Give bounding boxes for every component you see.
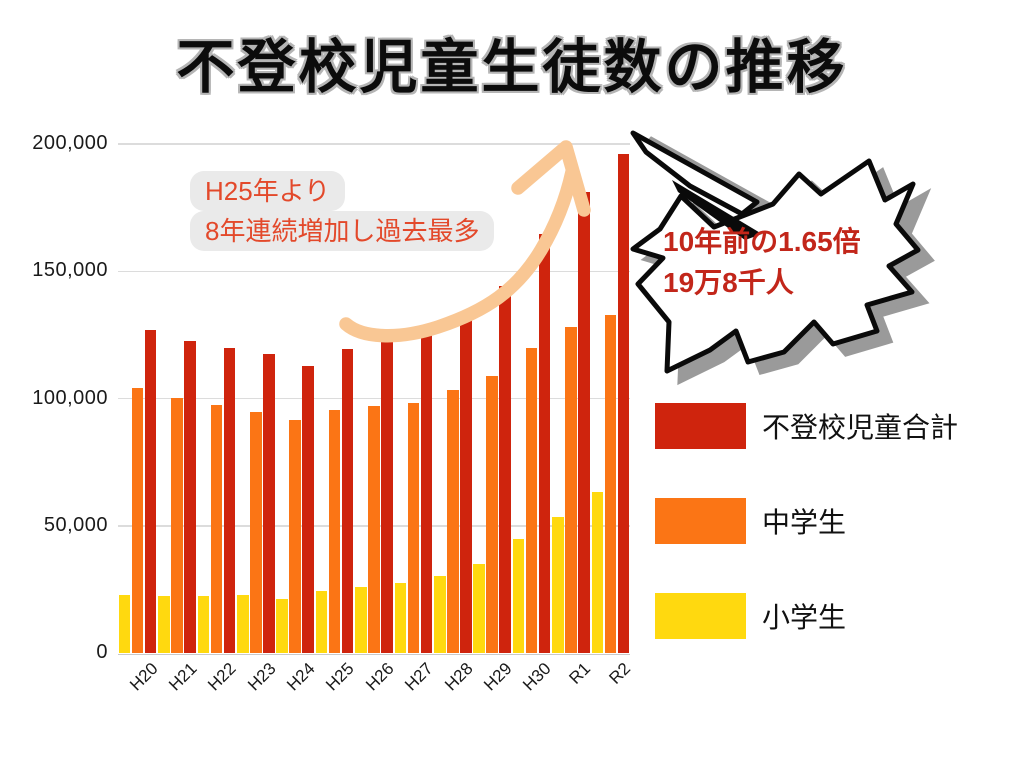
bar-total-R2 [617,153,630,653]
bar-total-H20 [144,330,157,653]
page-title: 不登校児童生徒数の推移 [176,35,848,100]
x-tick-label-R1: R1 [565,659,595,688]
bar-group-H23 [236,144,275,653]
x-tick-label-H21: H21 [165,659,201,695]
legend-label: 小学生 [762,602,847,633]
x-tick-label-H27: H27 [401,659,437,695]
bar-elementary-R1 [552,517,564,653]
x-axis-line [118,653,630,655]
bar-elementary-H25 [315,591,328,653]
burst-slash-shadow [648,136,778,222]
x-tick-label-H30: H30 [519,659,555,695]
bar-group-H20 [118,144,157,653]
bar-junior-high-H23 [250,411,262,653]
bar-total-H25 [341,348,354,653]
x-tick-label-H28: H28 [440,659,477,695]
bar-group-H24 [276,144,315,653]
bar-total-R1 [578,191,590,653]
bar-elementary-H24 [276,598,288,653]
bar-group-H25 [315,144,354,653]
bar-total-H30 [538,234,551,653]
bar-group-H29 [472,144,511,653]
burst-line-2: 19万8千人 [663,267,794,298]
bar-elementary-H28 [434,575,446,653]
bar-group-R2 [591,144,630,653]
bar-total-H27 [420,332,433,653]
bar-junior-high-H27 [407,402,420,653]
bar-elementary-H30 [512,538,525,653]
bar-junior-high-H28 [447,390,459,653]
legend-swatch [655,403,746,449]
legend-label: 不登校児童合計 [762,412,959,443]
plot-area: H20 H21 H22 H23 H24 H25 H26 H27 H28 H29 H30 R1 R2 [118,143,634,694]
bar-elementary-H22 [197,595,210,653]
legend-item: 中学生 [655,498,958,544]
bar-junior-high-H30 [525,348,538,653]
bar-total-H24 [302,366,314,653]
bar-total-H21 [184,341,196,653]
x-tick-label-H24: H24 [283,659,319,695]
y-tick-label: 50,000 [43,513,108,536]
bar-group-H28 [433,144,472,653]
y-tick-label: 0 [96,641,108,663]
burst-line-1: 10年前の1.65倍 [663,226,861,257]
x-tick-label-H29: H29 [480,659,516,695]
bar-junior-high-R1 [565,327,577,653]
bar-junior-high-H26 [368,406,380,653]
x-tick-label-H20: H20 [125,659,162,695]
bar-total-H22 [223,347,236,653]
bar-total-H23 [263,354,275,653]
legend-item: 不登校児童合計 [655,403,958,449]
bar-total-H29 [499,286,511,653]
bar-group-R1 [551,144,590,653]
gridline [118,143,630,145]
bar-junior-high-H29 [486,375,498,653]
bar-junior-high-R2 [604,315,617,653]
legend-swatch [655,498,746,544]
x-tick-label-R2: R2 [604,659,634,688]
legend-item: 小学生 [655,593,958,639]
bar-group-H21 [157,144,196,653]
bar-junior-high-H21 [171,398,183,653]
burst-text: 10年前の1.65倍 19万8千人 [663,221,861,303]
y-tick-label: 150,000 [32,259,108,282]
bar-elementary-H21 [158,596,170,653]
x-tick-label-H26: H26 [361,659,398,695]
y-axis: 0 50,000 100,000 150,000 200,000 [0,132,108,663]
bar-elementary-H26 [355,587,367,653]
bar-elementary-R2 [591,491,604,653]
gridline [118,397,630,400]
bar-group-H30 [512,144,551,653]
bar-group-H22 [197,144,236,653]
x-tick-label-H23: H23 [243,659,280,695]
legend: 不登校児童合計 中学生小学生 [655,403,958,688]
y-tick-label: 200,000 [32,132,108,154]
annotation-line-1: H25年より [190,171,346,211]
bar-elementary-H23 [237,595,249,653]
bar-group-H26 [354,144,393,653]
x-tick-label-H22: H22 [204,659,240,695]
burst-slash [630,130,760,217]
bar-junior-high-H20 [131,387,144,653]
bar-junior-high-H25 [328,410,341,653]
y-tick-label: 100,000 [32,386,108,409]
bar-elementary-H27 [394,582,407,653]
bar-total-H28 [460,312,472,653]
bar-group-H27 [394,144,433,653]
bar-elementary-H29 [473,563,485,653]
bar-junior-high-H22 [210,405,223,653]
x-tick-label-H25: H25 [322,659,359,695]
bar-total-H26 [381,340,393,653]
legend-swatch [655,593,746,639]
bar-elementary-H20 [118,595,131,653]
legend-label: 中学生 [762,507,847,538]
annotation-line-2: 8年連続増加し過去最多 [190,211,495,251]
annotation-bubble: H25年より 8年連続増加し過去最多 [190,171,495,251]
bar-junior-high-H24 [289,420,301,653]
